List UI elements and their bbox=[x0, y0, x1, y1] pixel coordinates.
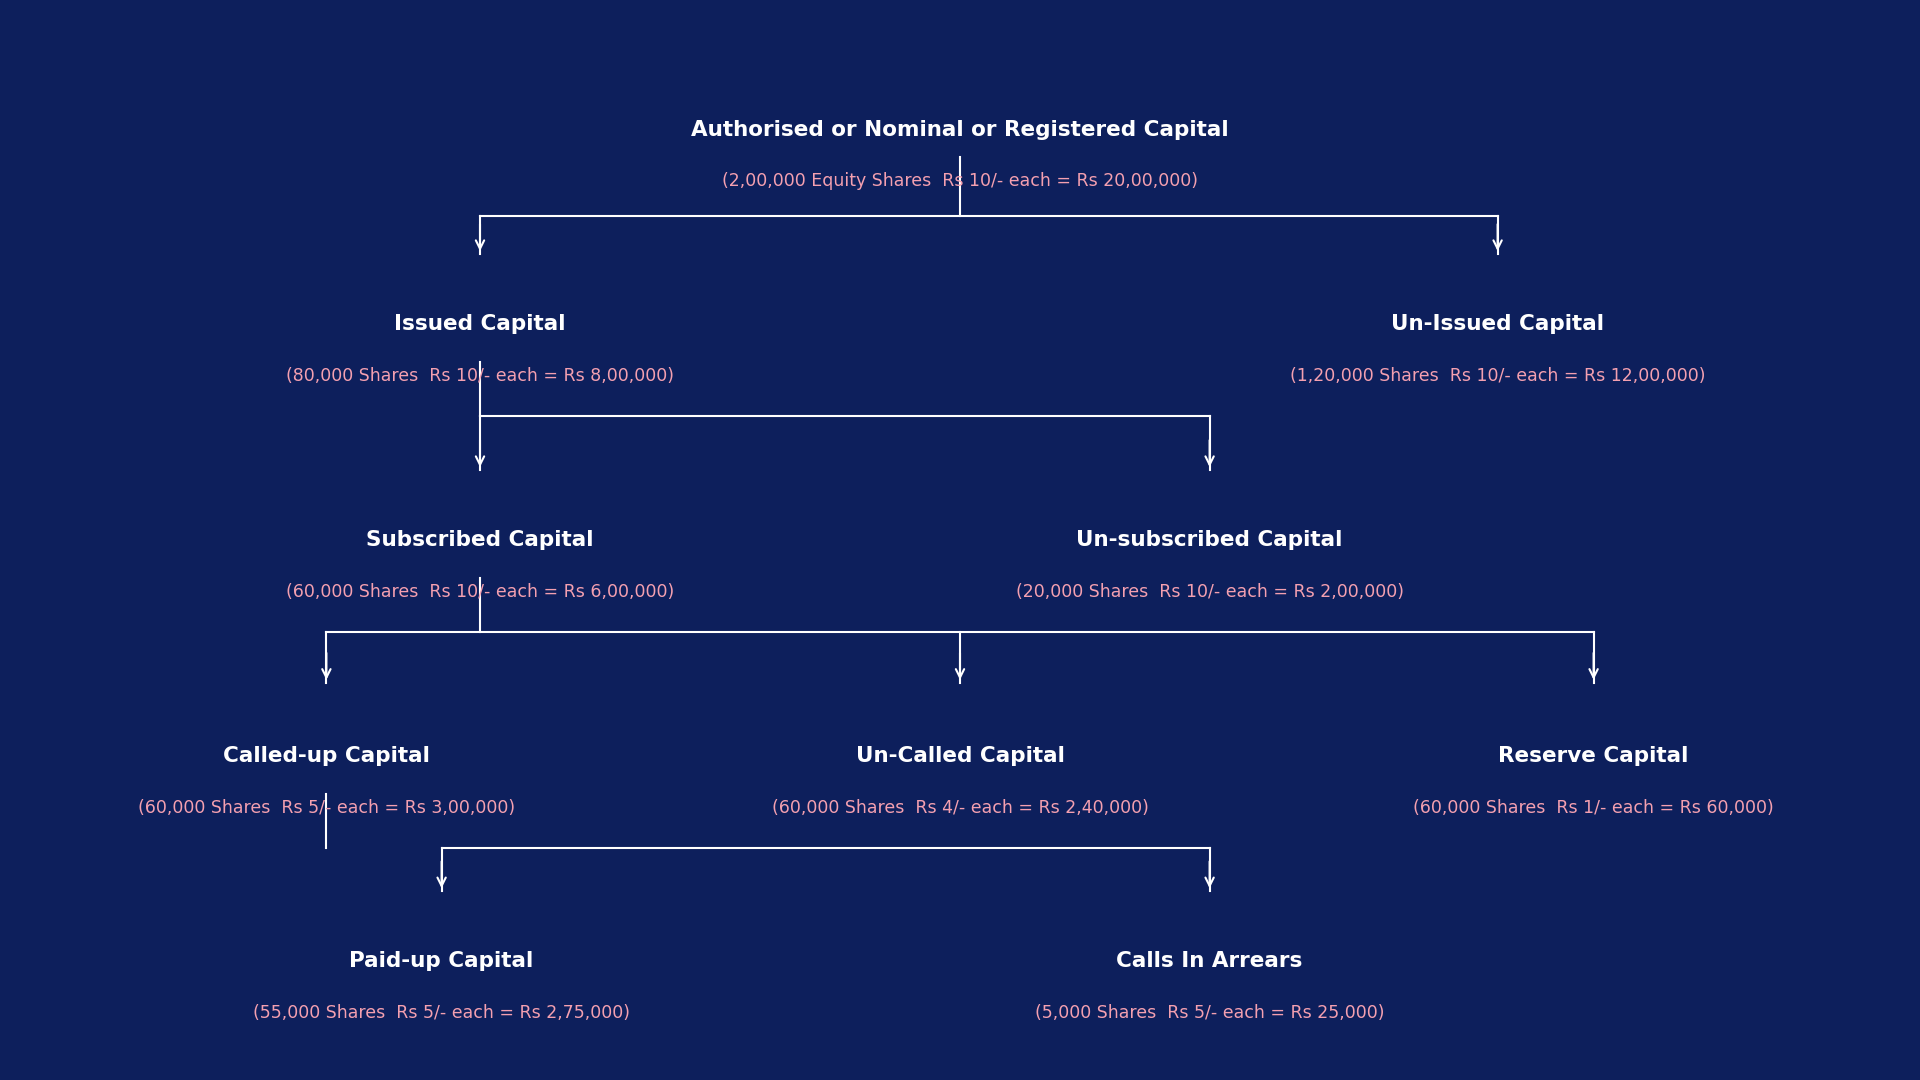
Text: (1,20,000 Shares  Rs 10/- each = Rs 12,00,000): (1,20,000 Shares Rs 10/- each = Rs 12,00… bbox=[1290, 367, 1705, 384]
Text: (60,000 Shares  Rs 5/- each = Rs 3,00,000): (60,000 Shares Rs 5/- each = Rs 3,00,000… bbox=[138, 799, 515, 816]
Text: Reserve Capital: Reserve Capital bbox=[1498, 746, 1690, 766]
Text: Un-Issued Capital: Un-Issued Capital bbox=[1392, 314, 1603, 334]
Text: Authorised or Nominal or Registered Capital: Authorised or Nominal or Registered Capi… bbox=[691, 120, 1229, 139]
Text: (60,000 Shares  Rs 10/- each = Rs 6,00,000): (60,000 Shares Rs 10/- each = Rs 6,00,00… bbox=[286, 583, 674, 600]
Text: Un-subscribed Capital: Un-subscribed Capital bbox=[1077, 530, 1342, 550]
Text: (55,000 Shares  Rs 5/- each = Rs 2,75,000): (55,000 Shares Rs 5/- each = Rs 2,75,000… bbox=[253, 1004, 630, 1022]
Text: (60,000 Shares  Rs 4/- each = Rs 2,40,000): (60,000 Shares Rs 4/- each = Rs 2,40,000… bbox=[772, 799, 1148, 816]
Text: Called-up Capital: Called-up Capital bbox=[223, 746, 430, 766]
Text: (80,000 Shares  Rs 10/- each = Rs 8,00,000): (80,000 Shares Rs 10/- each = Rs 8,00,00… bbox=[286, 367, 674, 384]
Text: Issued Capital: Issued Capital bbox=[394, 314, 566, 334]
Text: (5,000 Shares  Rs 5/- each = Rs 25,000): (5,000 Shares Rs 5/- each = Rs 25,000) bbox=[1035, 1004, 1384, 1022]
Text: Un-Called Capital: Un-Called Capital bbox=[856, 746, 1064, 766]
Text: (2,00,000 Equity Shares  Rs 10/- each = Rs 20,00,000): (2,00,000 Equity Shares Rs 10/- each = R… bbox=[722, 173, 1198, 190]
Text: (60,000 Shares  Rs 1/- each = Rs 60,000): (60,000 Shares Rs 1/- each = Rs 60,000) bbox=[1413, 799, 1774, 816]
Text: Subscribed Capital: Subscribed Capital bbox=[367, 530, 593, 550]
Text: Paid-up Capital: Paid-up Capital bbox=[349, 951, 534, 971]
Text: (20,000 Shares  Rs 10/- each = Rs 2,00,000): (20,000 Shares Rs 10/- each = Rs 2,00,00… bbox=[1016, 583, 1404, 600]
Text: Calls In Arrears: Calls In Arrears bbox=[1116, 951, 1304, 971]
